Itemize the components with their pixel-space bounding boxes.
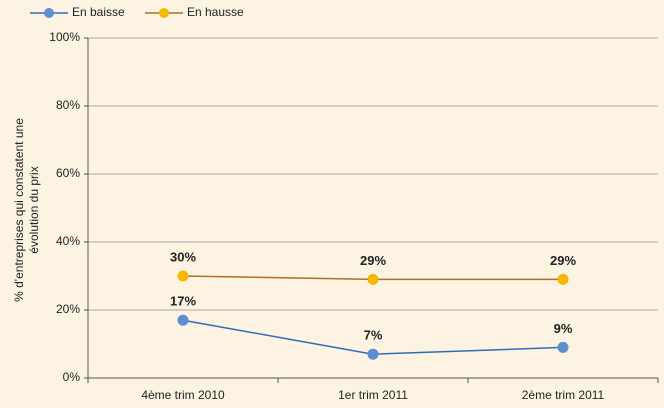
data-point xyxy=(367,273,379,285)
data-label: 30% xyxy=(170,249,196,264)
data-label: 29% xyxy=(360,253,386,268)
data-label: 29% xyxy=(550,253,576,268)
y-tick-label: 40% xyxy=(56,234,80,248)
data-label: 9% xyxy=(554,321,573,336)
data-point xyxy=(367,348,379,360)
data-point xyxy=(177,314,189,326)
data-point xyxy=(177,270,189,282)
y-tick-label: 100% xyxy=(49,30,80,44)
legend-label: En baisse xyxy=(72,5,125,19)
y-axis-label: évolution du prix xyxy=(27,166,41,253)
x-tick-label: 1er trim 2011 xyxy=(338,388,408,402)
legend-marker xyxy=(44,8,54,18)
legend-marker xyxy=(159,8,169,18)
legend-label: En hausse xyxy=(187,5,244,19)
x-tick-label: 4ème trim 2010 xyxy=(141,388,225,402)
y-tick-label: 80% xyxy=(56,98,80,112)
data-label: 17% xyxy=(170,294,196,309)
y-tick-label: 0% xyxy=(63,370,81,384)
x-tick-label: 2ème trim 2011 xyxy=(522,388,605,402)
y-axis-label: % d'entreprises qui constatent une xyxy=(12,118,26,302)
data-point xyxy=(557,273,569,285)
data-label: 7% xyxy=(364,328,383,343)
y-tick-label: 60% xyxy=(56,166,80,180)
data-point xyxy=(557,341,569,353)
y-tick-label: 20% xyxy=(56,302,80,316)
